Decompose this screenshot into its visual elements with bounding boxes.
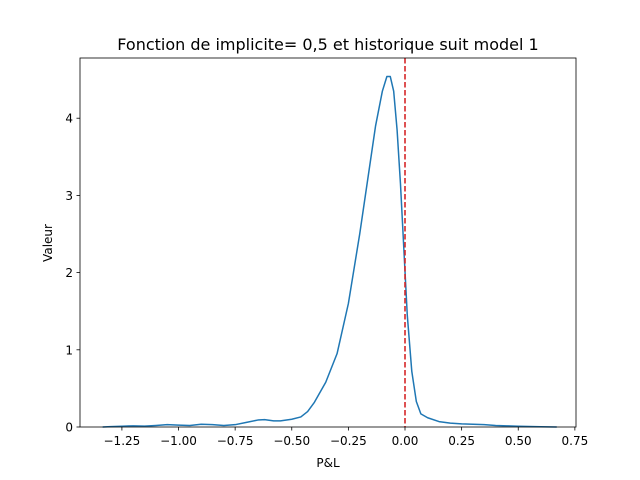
x-axis: −1.25 −1.00 −0.75 −0.50 −0.25 0.00 0.25 0.50 0.7…: [104, 427, 589, 448]
x-tick-label: −0.50: [273, 434, 310, 448]
chart-title: Fonction de implicite= 0,5 et historique…: [117, 35, 538, 54]
x-tick-label: −1.25: [104, 434, 141, 448]
y-axis: 0 1 2 3 4: [65, 112, 80, 435]
x-tick-label: 0.25: [448, 434, 475, 448]
x-axis-label: P&L: [316, 456, 340, 470]
x-tick-label: −0.25: [330, 434, 367, 448]
x-tick-label: 0.50: [505, 434, 532, 448]
y-tick-label: 3: [65, 189, 73, 203]
y-tick-label: 0: [65, 421, 73, 435]
plot-area: [102, 58, 557, 428]
x-tick-label: 0.75: [562, 434, 589, 448]
y-tick-label: 2: [65, 266, 73, 280]
plot-frame: [79, 57, 577, 428]
x-tick-label: −0.75: [217, 434, 254, 448]
y-tick-label: 1: [65, 343, 73, 357]
x-tick-label: −1.00: [160, 434, 197, 448]
density-line: [102, 75, 557, 428]
y-tick-label: 4: [65, 112, 73, 126]
y-axis-label: Valeur: [41, 224, 55, 262]
x-tick-label: 0.00: [392, 434, 419, 448]
